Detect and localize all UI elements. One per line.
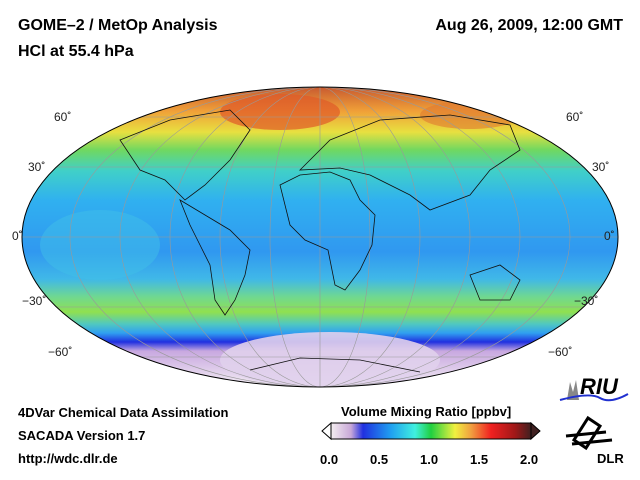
colorbar-ramp (330, 422, 532, 440)
dlr-logo-text: DLR (597, 451, 624, 466)
colorbar-title: Volume Mixing Ratio [ppbv] (341, 404, 512, 419)
lat-label-left: −60˚ (48, 345, 73, 359)
colorbar-min-arrow (321, 421, 332, 441)
riu-logo-icon (559, 380, 629, 402)
colorbar-tick: 1.5 (470, 452, 489, 467)
figure-datetime: Aug 26, 2009, 12:00 GMT (435, 17, 623, 34)
lat-label-right: 0˚ (604, 229, 615, 243)
riu-logo-text: RIU (580, 374, 618, 399)
dlr-logo-icon (565, 415, 613, 451)
figure-title: GOME–2 / MetOp Analysis (18, 17, 218, 34)
footer-version: SACADA Version 1.7 (18, 428, 146, 443)
colorbar-tick: 1.0 (420, 452, 439, 467)
colorbar-max-arrow (530, 421, 541, 441)
lat-label-right: −60˚ (548, 345, 573, 359)
footer-url[interactable]: http://wdc.dlr.de (18, 451, 118, 466)
colorbar-tick: 2.0 (520, 452, 539, 467)
lat-label-left: −30˚ (22, 294, 47, 308)
lat-label-left: 0˚ (12, 229, 23, 243)
coastlines (119, 109, 521, 373)
lat-label-right: 60˚ (566, 110, 584, 124)
hcl-field (22, 87, 618, 387)
graticule (22, 87, 618, 387)
figure-subtitle: HCl at 55.4 hPa (18, 43, 134, 60)
map-border (21, 86, 619, 388)
colorbar (321, 421, 541, 441)
footer-method: 4DVar Chemical Data Assimilation (18, 405, 229, 420)
lat-label-left: 30˚ (28, 160, 46, 174)
lat-label-left: 60˚ (54, 110, 72, 124)
colorbar-tick: 0.5 (370, 452, 389, 467)
lat-label-right: 30˚ (592, 160, 610, 174)
lat-label-right: −30˚ (574, 294, 599, 308)
colorbar-tick: 0.0 (320, 452, 339, 467)
